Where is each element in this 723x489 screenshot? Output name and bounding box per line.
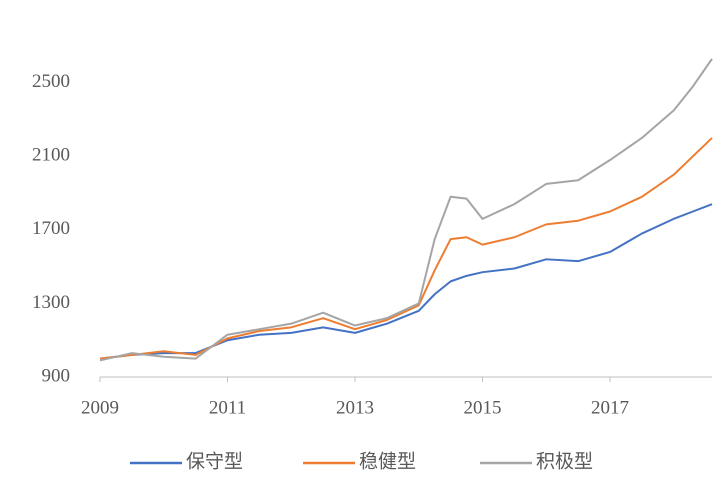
y-tick-label: 2500: [32, 71, 70, 92]
y-tick-label: 2100: [32, 145, 70, 166]
y-tick-label: 900: [42, 365, 71, 386]
x-tick-label: 2015: [464, 397, 502, 418]
x-tick-label: 2013: [336, 397, 374, 418]
x-tick-label: 2009: [81, 397, 119, 418]
y-tick-label: 1300: [32, 292, 70, 313]
series-line: [99, 203, 713, 360]
y-tick-label: 1700: [32, 218, 70, 239]
legend-label: 稳健型: [359, 450, 416, 472]
legend-label: 保守型: [186, 450, 243, 472]
legend-label: 积极型: [536, 450, 593, 472]
x-tick-label: 2017: [591, 397, 629, 418]
series-line: [99, 137, 713, 360]
series-line: [99, 58, 713, 362]
x-tick-label: 2011: [209, 397, 246, 418]
